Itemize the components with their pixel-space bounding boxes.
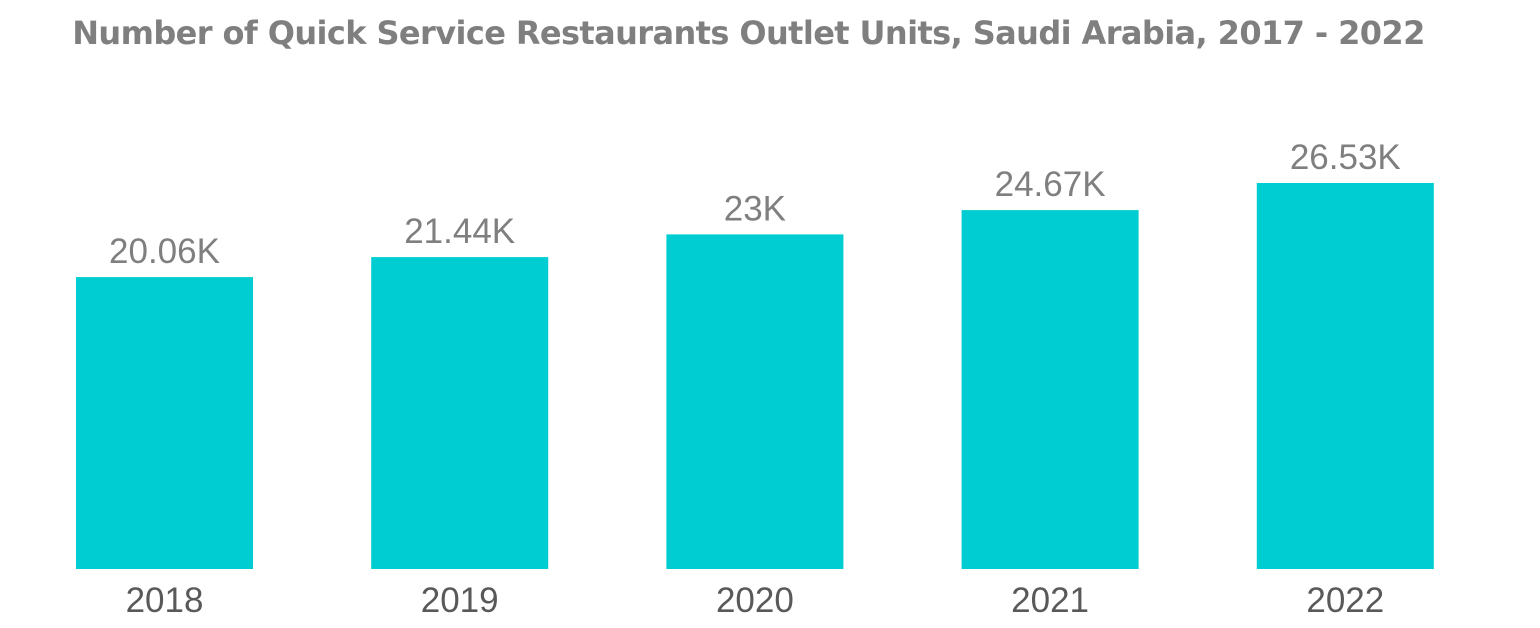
x-tick-label-2020: 2020 <box>716 581 794 620</box>
value-label-2020: 23K <box>724 189 786 228</box>
x-axis: 2018 2019 2020 2021 2022 <box>126 581 1385 620</box>
bar-2020 <box>666 234 844 569</box>
bar-2018 <box>76 277 253 569</box>
x-tick-label-2021: 2021 <box>1011 581 1089 620</box>
x-tick-label-2019: 2019 <box>421 581 499 620</box>
value-label-2022: 26.53K <box>1290 138 1401 177</box>
value-label-2021: 24.67K <box>995 165 1106 204</box>
chart-title: Number of Quick Service Restaurants Outl… <box>72 14 1425 52</box>
x-tick-label-2018: 2018 <box>126 581 204 620</box>
bar-2022 <box>1256 183 1434 569</box>
value-labels-layer: 20.06K 21.44K 23K 24.67K 26.53K <box>109 138 1401 271</box>
bars-layer <box>76 183 1434 569</box>
bar-2019 <box>371 257 549 569</box>
value-label-2019: 21.44K <box>404 212 515 251</box>
bar-2021 <box>961 210 1139 569</box>
x-tick-label-2022: 2022 <box>1306 581 1384 620</box>
value-label-2018: 20.06K <box>109 232 220 271</box>
